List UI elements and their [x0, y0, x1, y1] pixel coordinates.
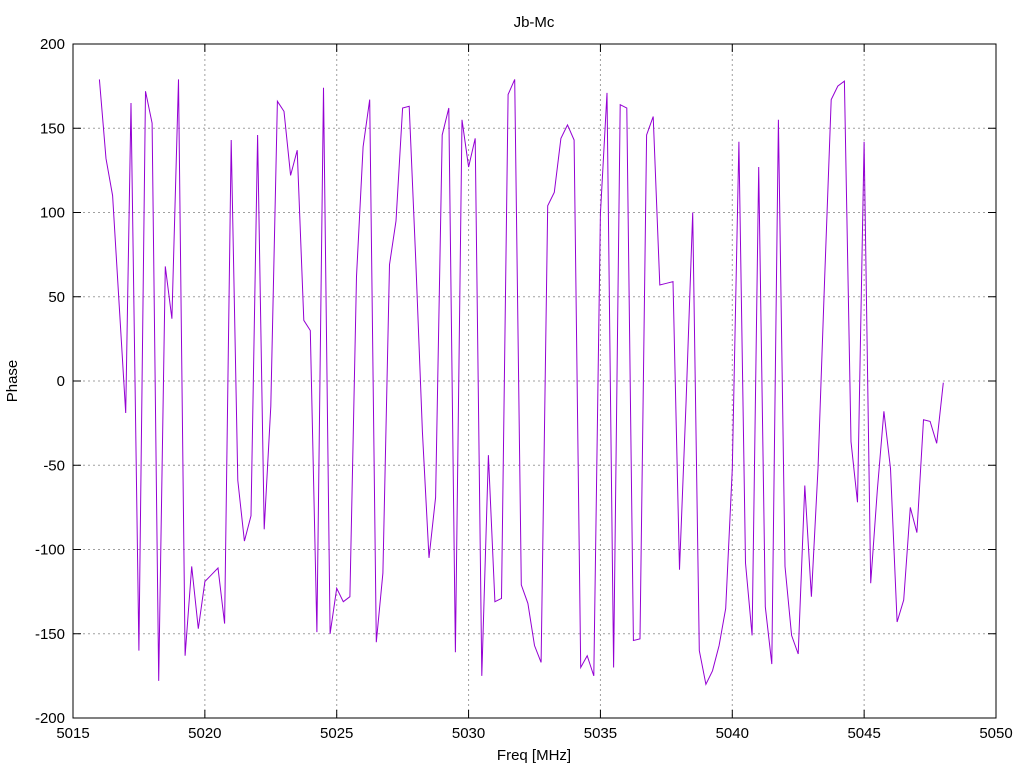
x-tick-label: 5050 — [979, 725, 1012, 742]
y-tick-label: 200 — [40, 36, 65, 53]
y-tick-label: -150 — [35, 626, 65, 643]
grid — [73, 44, 996, 718]
y-tick-label: 100 — [40, 205, 65, 222]
x-tick-label: 5015 — [56, 725, 89, 742]
series-layer — [98, 79, 944, 686]
x-tick-label: 5025 — [320, 725, 353, 742]
x-tick-label: 5035 — [584, 725, 617, 742]
x-tick-label: 5030 — [452, 725, 485, 742]
y-tick-label: -200 — [35, 710, 65, 727]
y-tick-labels: -200 -150 -100 -50 0 50 100 150 200 — [35, 36, 65, 727]
x-axis-label: Freq [MHz] — [497, 747, 571, 764]
series-line — [98, 79, 944, 686]
x-tick-label: 5040 — [716, 725, 749, 742]
axis-ticks — [72, 43, 997, 719]
y-tick-label: 50 — [48, 289, 65, 306]
chart-title: Jb-Mc — [514, 14, 555, 31]
x-tick-label: 5020 — [188, 725, 221, 742]
y-tick-label: -100 — [35, 542, 65, 559]
y-tick-label: 0 — [57, 373, 65, 390]
y-tick-label: 150 — [40, 120, 65, 137]
y-tick-label: -50 — [43, 457, 65, 474]
x-tick-labels: 5015 5020 5025 5030 5035 5040 5045 5050 — [56, 725, 1012, 742]
x-tick-label: 5045 — [847, 725, 880, 742]
y-axis-label: Phase — [4, 360, 21, 403]
